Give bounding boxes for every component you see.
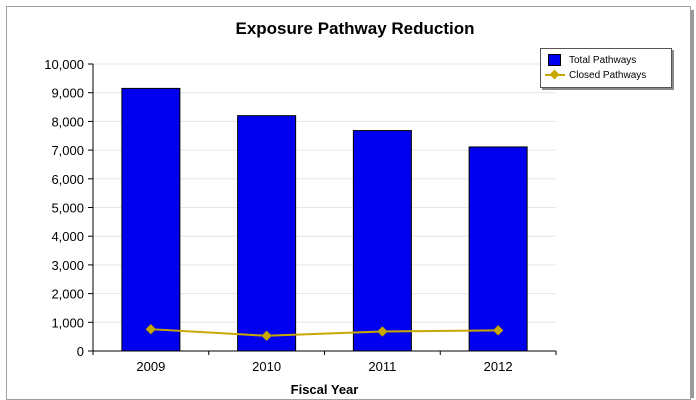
- y-tick-label-5: 5,000: [51, 201, 84, 216]
- legend-swatch-total-pathways: [548, 54, 561, 66]
- legend-item-closed-pathways: Closed Pathways: [545, 68, 646, 82]
- marker-closed-pathways-2011: [377, 326, 388, 337]
- bar-total-pathways-2009: [121, 87, 181, 352]
- x-tick-label-2009: 2009: [136, 359, 165, 374]
- marker-closed-pathways-2009: [145, 323, 157, 335]
- y-tick-label-7: 7,000: [51, 143, 84, 158]
- line-closed-pathways: [150, 328, 499, 337]
- legend-label-closed-pathways: Closed Pathways: [569, 69, 647, 81]
- y-tick-label-3: 3,000: [51, 258, 84, 273]
- x-tick-label-2011: 2011: [368, 359, 396, 374]
- marker-closed-pathways-2010: [261, 330, 272, 342]
- y-tick-label-6: 6,000: [51, 172, 84, 187]
- bar-total-pathways-2012: [468, 146, 528, 352]
- y-tick-label-9: 9,000: [51, 86, 84, 101]
- bar-total-pathways-2010: [237, 115, 297, 352]
- y-tick-label-10: 10,000: [44, 57, 84, 72]
- y-tick-label-1: 1,000: [51, 315, 84, 330]
- y-tick-label-0: 0: [77, 344, 84, 359]
- legend-label-total-pathways: Total Pathways: [569, 54, 637, 66]
- x-tick-label-2012: 2012: [484, 359, 513, 374]
- y-tick-label-8: 8,000: [51, 114, 84, 129]
- bar-total-pathways-2011: [352, 130, 412, 352]
- x-axis-label: Fiscal Year: [291, 382, 359, 397]
- frame-shadow: [690, 10, 694, 398]
- y-tick-label-4: 4,000: [51, 229, 84, 244]
- marker-closed-pathways-2012: [492, 324, 504, 336]
- x-tick-label-2010: 2010: [252, 359, 281, 374]
- legend-item-total-pathways: Total Pathways: [545, 53, 636, 67]
- legend-swatch-closed-pathways: [545, 70, 565, 80]
- chart-title: Exposure Pathway Reduction: [235, 19, 475, 38]
- chart-legend: Total Pathways Closed Pathways: [540, 48, 672, 88]
- y-tick-label-2: 2,000: [51, 287, 84, 302]
